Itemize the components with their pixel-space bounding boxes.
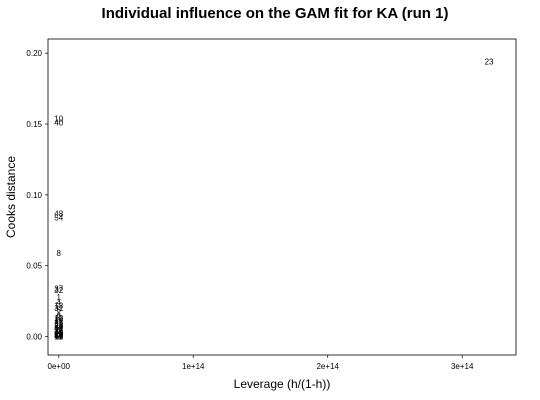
data-point-label: 14 [54,325,63,334]
x-tick-label: 0e+00 [48,362,71,371]
data-point-label: 8 [57,249,62,258]
data-point-label: 6 [57,311,62,320]
chart-title: Individual influence on the GAM fit for … [102,5,449,22]
data-point-label: 20 [54,330,63,339]
data-point-label: 7 [57,332,62,341]
y-tick-label: 0.05 [26,262,42,271]
y-axis: 0.00 0.05 0.10 0.15 0.20 [26,49,48,342]
data-point-label: 22 [54,325,63,334]
x-tick-label: 2e+14 [316,362,339,371]
data-point-label: 28 [54,321,63,330]
data-point-label: 36 [54,323,63,332]
data-point-label: 15 [54,329,63,338]
y-tick-label: 0.10 [26,191,42,200]
data-point-label: 26 [54,328,63,337]
y-tick-label: 0.15 [26,120,42,129]
data-point-label: 5 [57,306,62,315]
data-point-label: 9 [57,327,62,336]
data-point-label: 32 [54,286,63,295]
data-point-label: 25 [54,318,63,327]
data-point-label: 10 [54,114,63,123]
data-point-label: 38 [54,331,63,340]
data-point-label: 12 [54,314,63,323]
data-point-label: 2 [57,313,62,322]
x-axis: 0e+00 1e+14 2e+14 3e+14 [48,355,474,371]
data-point-label: 48 [54,209,63,218]
data-point-label: 54 [54,214,63,223]
data-points: 2310404854837321413315621219172533283641… [54,58,494,342]
data-point-label: 1 [57,293,62,302]
data-point-label: 23 [485,58,494,67]
data-point-label: 29 [54,330,63,339]
data-point-label: 3 [57,326,62,335]
data-point-label: 17 [54,317,63,326]
data-point-label: 44 [54,328,63,337]
data-point-label: 4 [57,299,62,308]
data-point-label: 19 [54,316,63,325]
data-point-label: 31 [54,304,63,313]
plot-frame [47,38,517,356]
data-point-label: 13 [54,301,63,310]
x-tick-label: 1e+14 [182,362,205,371]
x-tick-label: 3e+14 [451,362,474,371]
x-axis-title: Leverage (h/(1-h)) [234,377,331,391]
data-point-label: 16 [54,332,63,341]
y-tick-label: 0.00 [26,333,42,342]
data-point-label: 47 [54,331,63,340]
data-point-label: 50 [54,332,63,341]
data-point-label: 37 [54,284,63,293]
data-point-label: 33 [54,320,63,329]
y-axis-title: Cooks distance [4,156,18,238]
y-tick-label: 0.20 [26,49,42,58]
data-point-label: 40 [54,119,63,128]
data-point-label: 41 [54,324,63,333]
data-point-label: 11 [55,332,64,341]
